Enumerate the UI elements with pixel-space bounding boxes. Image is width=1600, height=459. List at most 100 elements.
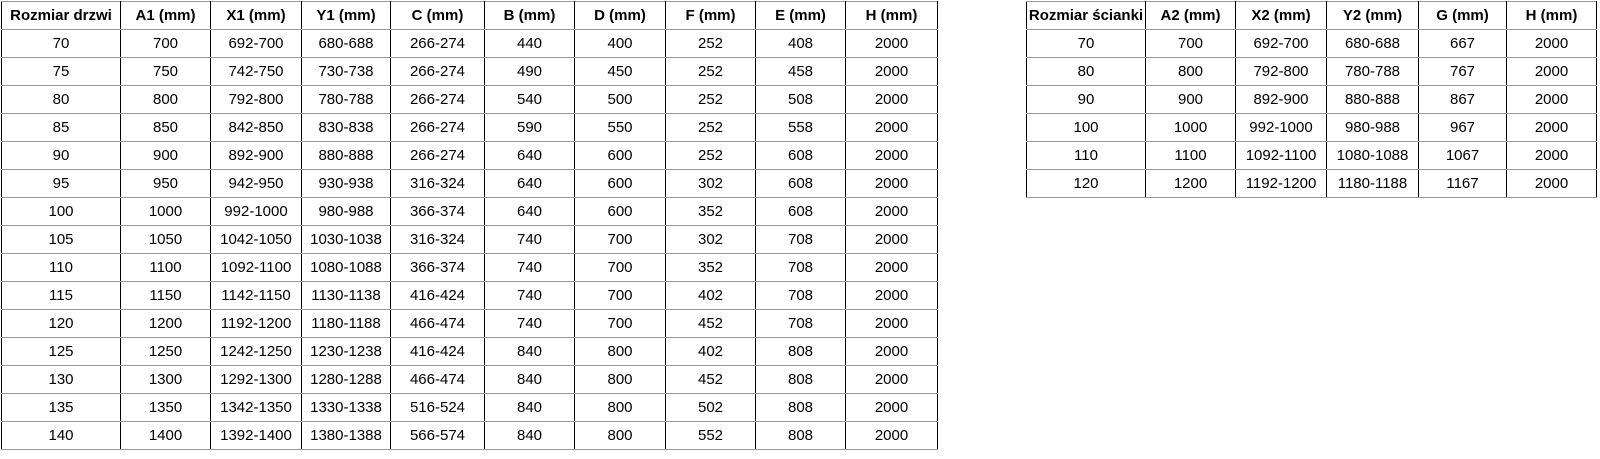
- table-cell: 400: [574, 29, 666, 58]
- column-header: B (mm): [484, 1, 575, 30]
- table-cell: 800: [574, 365, 666, 394]
- table-cell: 302: [665, 225, 756, 254]
- table-cell: 450: [574, 57, 666, 86]
- column-header: Y2 (mm): [1326, 1, 1419, 30]
- table-row: 90 900 892-900 880-888 266-274 640 600 252 608 20…: [1, 141, 938, 170]
- table-cell: 1330-1338: [301, 393, 391, 422]
- table-cell: 950: [120, 169, 211, 198]
- table-cell: 490: [484, 57, 575, 86]
- table-cell: 600: [574, 141, 666, 170]
- column-header: D (mm): [574, 1, 666, 30]
- table-cell: 1180-1188: [1326, 169, 1419, 198]
- table-cell: 692-700: [1235, 29, 1327, 58]
- table-row: 70 700 692-700 680-688 667 2000: [1026, 29, 1597, 58]
- table-cell: 2000: [1506, 85, 1597, 114]
- table-row: 135 1350 1342-1350 1330-1338 516-524 840 800 50…: [1, 393, 938, 422]
- table-cell: 800: [120, 85, 211, 114]
- table-cell: 452: [665, 309, 756, 338]
- table-cell: 2000: [845, 281, 938, 310]
- table-cell: 100: [1, 197, 121, 226]
- table-row: 110 1100 1092-1100 1080-1088 366-374 740 700 35…: [1, 253, 938, 282]
- table-cell: 516-524: [390, 393, 485, 422]
- table-cell: 1030-1038: [301, 225, 391, 254]
- table-cell: 780-788: [1326, 57, 1419, 86]
- table-cell: 1000: [120, 197, 211, 226]
- table-cell: 1167: [1418, 169, 1507, 198]
- table-cell: 266-274: [390, 29, 485, 58]
- table-row: 115 1150 1142-1150 1130-1138 416-424 740 700 40…: [1, 281, 938, 310]
- table-cell: 830-838: [301, 113, 391, 142]
- table-cell: 730-738: [301, 57, 391, 86]
- table-row: 95 950 942-950 930-938 316-324 640 600 302 608 20…: [1, 169, 938, 198]
- table-row: 80 800 792-800 780-788 266-274 540 500 252 508 20…: [1, 85, 938, 114]
- table-cell: 992-1000: [1235, 113, 1327, 142]
- table-cell: 466-474: [390, 365, 485, 394]
- table-cell: 1130-1138: [301, 281, 391, 310]
- table-cell: 500: [574, 85, 666, 114]
- table-cell: 2000: [845, 309, 938, 338]
- wall-panel-size-table-body: 70 700 692-700 680-688 667 2000 80 800 792-800 78…: [1026, 29, 1597, 198]
- table-cell: 302: [665, 169, 756, 198]
- table-cell: 880-888: [1326, 85, 1419, 114]
- table-cell: 1042-1050: [210, 225, 302, 254]
- table-cell: 1350: [120, 393, 211, 422]
- table-cell: 2000: [845, 225, 938, 254]
- table-cell: 135: [1, 393, 121, 422]
- table-row: 125 1250 1242-1250 1230-1238 416-424 840 800 40…: [1, 337, 938, 366]
- table-cell: 552: [665, 421, 756, 450]
- table-row: 75 750 742-750 730-738 266-274 490 450 252 458 20…: [1, 57, 938, 86]
- table-cell: 1067: [1418, 141, 1507, 170]
- table-cell: 110: [1026, 141, 1146, 170]
- table-cell: 566-574: [390, 421, 485, 450]
- table-cell: 842-850: [210, 113, 302, 142]
- table-cell: 402: [665, 281, 756, 310]
- table-cell: 440: [484, 29, 575, 58]
- table-cell: 700: [1145, 29, 1236, 58]
- table-row: 130 1300 1292-1300 1280-1288 466-474 840 800 45…: [1, 365, 938, 394]
- table-cell: 75: [1, 57, 121, 86]
- table-cell: 100: [1026, 113, 1146, 142]
- table-row: 100 1000 992-1000 980-988 967 2000: [1026, 113, 1597, 142]
- table-cell: 452: [665, 365, 756, 394]
- table-cell: 2000: [845, 85, 938, 114]
- table-row: 100 1000 992-1000 980-988 366-374 640 600 352 60…: [1, 197, 938, 226]
- table-cell: 550: [574, 113, 666, 142]
- table-cell: 780-788: [301, 85, 391, 114]
- table-cell: 1092-1100: [210, 253, 302, 282]
- table-cell: 508: [755, 85, 846, 114]
- table-cell: 1100: [120, 253, 211, 282]
- table-cell: 316-324: [390, 169, 485, 198]
- column-header: H (mm): [845, 1, 938, 30]
- column-header: E (mm): [755, 1, 846, 30]
- table-cell: 840: [484, 337, 575, 366]
- table-cell: 2000: [1506, 141, 1597, 170]
- table-cell: 850: [120, 113, 211, 142]
- table-cell: 840: [484, 393, 575, 422]
- table-cell: 2000: [845, 141, 938, 170]
- table-cell: 808: [755, 393, 846, 422]
- table-cell: 708: [755, 281, 846, 310]
- table-cell: 125: [1, 337, 121, 366]
- table-cell: 600: [574, 197, 666, 226]
- table-cell: 750: [120, 57, 211, 86]
- column-header: A1 (mm): [120, 1, 211, 30]
- table-cell: 992-1000: [210, 197, 302, 226]
- table-cell: 708: [755, 225, 846, 254]
- table-cell: 408: [755, 29, 846, 58]
- table-cell: 900: [120, 141, 211, 170]
- table-cell: 2000: [845, 337, 938, 366]
- table-cell: 708: [755, 309, 846, 338]
- table-cell: 1200: [120, 309, 211, 338]
- table-row: 85 850 842-850 830-838 266-274 590 550 252 558 20…: [1, 113, 938, 142]
- table-cell: 1280-1288: [301, 365, 391, 394]
- table-row: 110 1100 1092-1100 1080-1088 1067 2000: [1026, 141, 1597, 170]
- table-cell: 2000: [845, 421, 938, 450]
- column-header: G (mm): [1418, 1, 1507, 30]
- table-cell: 2000: [1506, 29, 1597, 58]
- table-cell: 708: [755, 253, 846, 282]
- table-cell: 680-688: [1326, 29, 1419, 58]
- table-cell: 767: [1418, 57, 1507, 86]
- table-cell: 700: [574, 225, 666, 254]
- table-cell: 2000: [1506, 113, 1597, 142]
- table-cell: 608: [755, 141, 846, 170]
